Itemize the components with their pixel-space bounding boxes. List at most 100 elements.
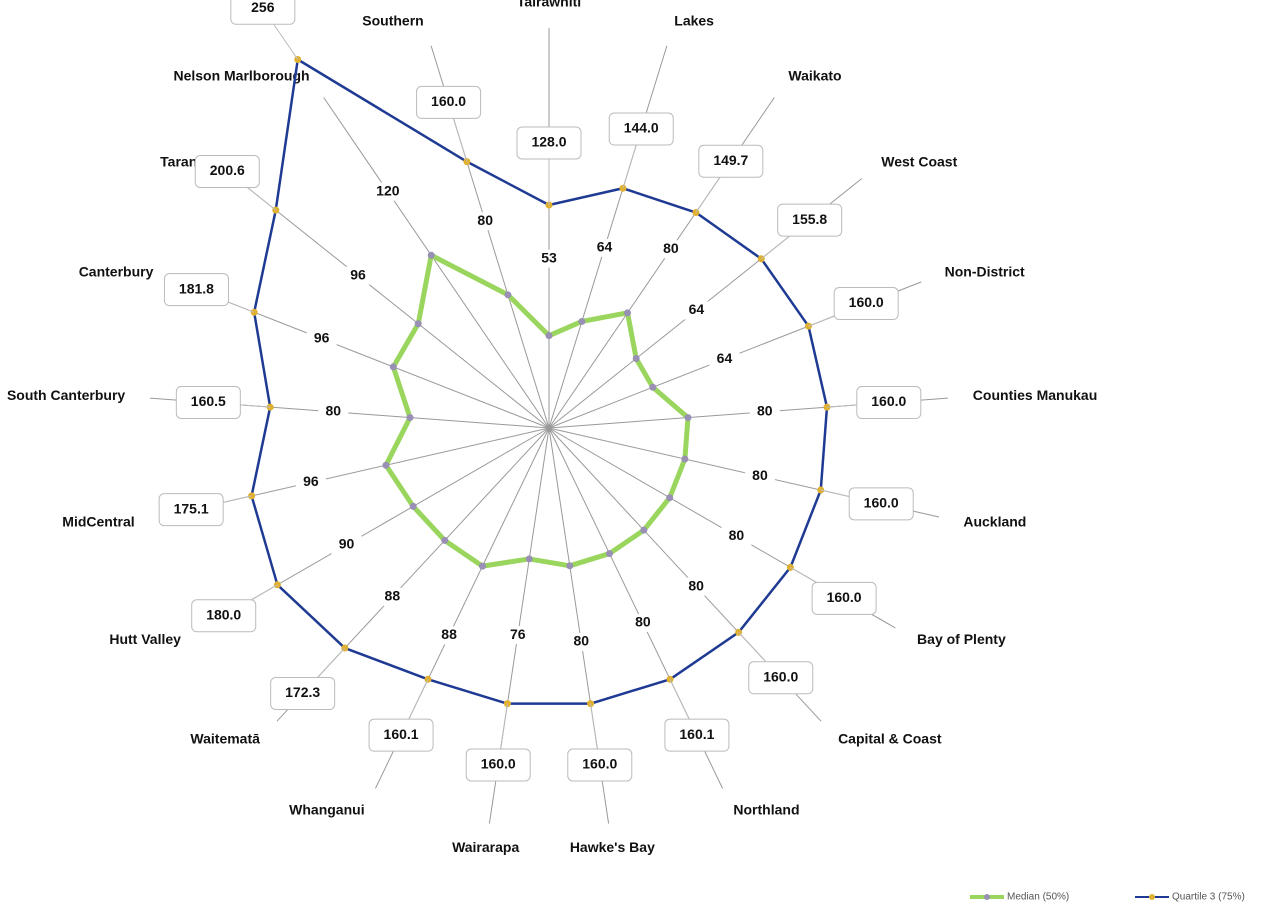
legend-label: Median (50%) (1007, 892, 1069, 903)
data-label: 160.0 (864, 495, 899, 511)
label-box (516, 126, 582, 160)
marker (389, 363, 397, 371)
category-label: Wairarapa (452, 839, 519, 855)
category-label: Auckland (963, 513, 1026, 529)
category-label: Bay of Plenty (917, 631, 1006, 647)
label-bg (681, 577, 712, 596)
label-box (608, 112, 674, 146)
data-label: 80 (663, 240, 679, 256)
label-bg (589, 238, 620, 257)
label-bg (681, 301, 712, 320)
data-label: 160.0 (871, 393, 906, 409)
data-label: 160.0 (481, 756, 516, 772)
category-label: Hutt Valley (109, 631, 181, 647)
data-label: 80 (325, 403, 341, 419)
marker (406, 414, 414, 422)
marker (578, 317, 586, 325)
label-box (698, 144, 764, 178)
data-label: 155.8 (792, 211, 827, 227)
marker (441, 536, 449, 544)
marker (525, 555, 533, 563)
category-label: MidCentral (62, 513, 134, 529)
label-bg (749, 402, 780, 421)
label-bg (744, 467, 775, 486)
label-box (856, 386, 922, 420)
marker (409, 502, 417, 510)
marker (478, 562, 486, 570)
data-label: 149.7 (713, 152, 748, 168)
category-label: Canterbury (79, 263, 154, 279)
marker (640, 526, 648, 534)
data-label: 120 (376, 182, 400, 198)
label-bg (470, 212, 501, 231)
category-label: Nelson Marlborough (173, 68, 309, 84)
data-label: 53 (541, 249, 557, 265)
marker (427, 251, 435, 259)
data-label: 160.0 (827, 589, 862, 605)
data-label: 88 (385, 588, 401, 604)
data-label: 160.1 (679, 726, 714, 742)
series-line (250, 58, 829, 705)
data-label: 80 (477, 212, 493, 228)
label-bg (318, 402, 349, 421)
spoke (323, 97, 550, 429)
data-label: 88 (441, 626, 457, 642)
marker (566, 562, 574, 570)
label-box (368, 718, 434, 752)
legend-label: Quartile 3 (75%) (1172, 892, 1245, 903)
data-label: 160.1 (384, 726, 419, 742)
data-label: 128.0 (531, 134, 566, 150)
marker (632, 354, 640, 362)
label-bg (295, 473, 326, 492)
marker (681, 455, 689, 463)
label-box (191, 599, 257, 633)
data-label: 80 (752, 467, 768, 483)
data-label: 160.0 (582, 756, 617, 772)
marker (624, 309, 632, 317)
category-label: Waikato (788, 68, 841, 84)
data-label: 160.5 (191, 393, 226, 409)
legend-marker (984, 894, 990, 900)
data-label: 160.0 (849, 294, 884, 310)
label-box (848, 487, 914, 521)
label-box (270, 676, 336, 710)
label-bg (343, 266, 374, 285)
category-label: Capital & Coast (838, 730, 942, 746)
category-label: Whanganui (289, 802, 364, 818)
marker (545, 332, 553, 340)
label-box (811, 581, 877, 615)
category-label: South Canterbury (7, 387, 125, 403)
marker (666, 494, 674, 502)
label-box (465, 748, 531, 782)
label-bg (331, 535, 362, 554)
data-label: 64 (717, 350, 733, 366)
label-bg (566, 632, 597, 651)
data-label: 144.0 (624, 120, 659, 136)
label-bg (502, 626, 533, 645)
label-box (158, 493, 224, 527)
data-label: 256 (251, 0, 275, 15)
marker (504, 291, 512, 299)
label-box (777, 203, 843, 237)
data-label: 80 (573, 633, 589, 649)
data-label: 172.3 (285, 684, 320, 700)
spoke (235, 178, 550, 429)
data-label: 160.0 (763, 668, 798, 684)
marker (684, 414, 692, 422)
label-box (175, 385, 241, 419)
data-label: 76 (510, 626, 526, 642)
category-label: Southern (362, 13, 423, 29)
label-box (664, 718, 730, 752)
category-label: Non-District (945, 263, 1025, 279)
marker (382, 461, 390, 469)
label-bg (306, 329, 337, 348)
category-label: Lakes (674, 13, 714, 29)
data-label: 180.0 (206, 607, 241, 623)
category-label: Hawke's Bay (570, 839, 655, 855)
category-label: Counties Manukau (973, 387, 1097, 403)
label-bg (534, 249, 564, 268)
legend-marker (1149, 894, 1155, 900)
category-label: Waitematā (190, 730, 260, 746)
label-box (567, 748, 633, 782)
